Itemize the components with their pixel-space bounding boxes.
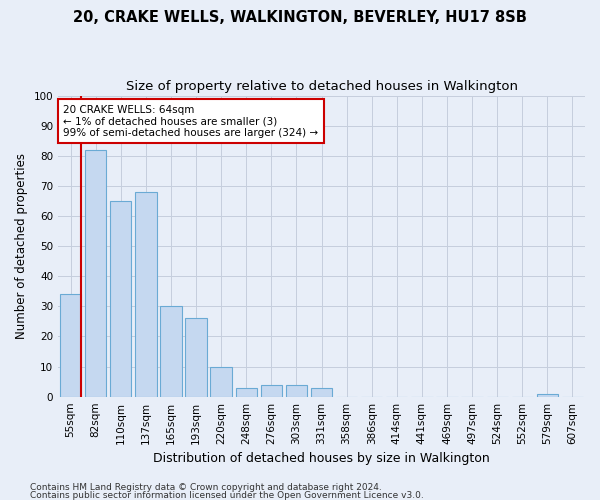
Title: Size of property relative to detached houses in Walkington: Size of property relative to detached ho… bbox=[125, 80, 518, 93]
Text: 20 CRAKE WELLS: 64sqm
← 1% of detached houses are smaller (3)
99% of semi-detach: 20 CRAKE WELLS: 64sqm ← 1% of detached h… bbox=[64, 104, 319, 138]
Text: 20, CRAKE WELLS, WALKINGTON, BEVERLEY, HU17 8SB: 20, CRAKE WELLS, WALKINGTON, BEVERLEY, H… bbox=[73, 10, 527, 25]
Bar bbox=[211, 366, 232, 396]
Bar bbox=[311, 388, 332, 396]
Bar bbox=[60, 294, 81, 396]
Bar bbox=[85, 150, 106, 396]
Bar bbox=[260, 384, 282, 396]
X-axis label: Distribution of detached houses by size in Walkington: Distribution of detached houses by size … bbox=[153, 452, 490, 465]
Bar bbox=[536, 394, 558, 396]
Bar bbox=[236, 388, 257, 396]
Bar bbox=[185, 318, 207, 396]
Bar bbox=[135, 192, 157, 396]
Text: Contains public sector information licensed under the Open Government Licence v3: Contains public sector information licen… bbox=[30, 490, 424, 500]
Bar bbox=[286, 384, 307, 396]
Text: Contains HM Land Registry data © Crown copyright and database right 2024.: Contains HM Land Registry data © Crown c… bbox=[30, 484, 382, 492]
Bar bbox=[160, 306, 182, 396]
Bar bbox=[110, 201, 131, 396]
Y-axis label: Number of detached properties: Number of detached properties bbox=[15, 153, 28, 339]
